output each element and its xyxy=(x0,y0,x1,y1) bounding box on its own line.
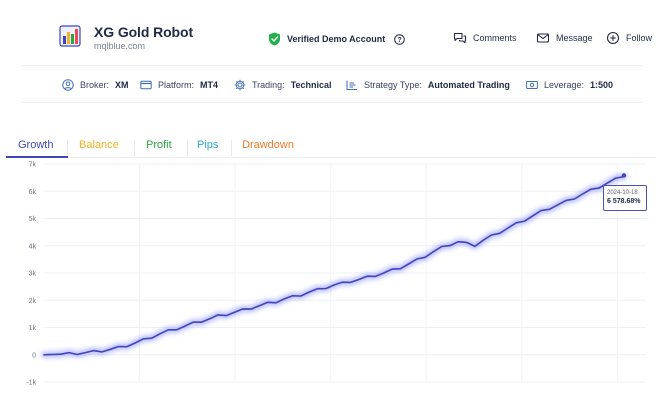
tooltip-date: 2024-10-18 xyxy=(607,190,638,196)
info-leverage: Leverage: 1:500 xyxy=(526,79,613,91)
broker-value: XM xyxy=(115,80,129,90)
follow-label: Follow xyxy=(626,33,653,43)
card-icon xyxy=(140,80,152,90)
trading-value: Technical xyxy=(290,80,332,90)
y-tick-label: 6k xyxy=(29,189,37,196)
verified-label: Verified Demo Account xyxy=(287,34,386,44)
chart-tabs: Growth Balance Profit Pips Drawdown xyxy=(6,136,656,158)
growth-line xyxy=(43,175,625,356)
svg-text:?: ? xyxy=(398,37,402,44)
page-title: XG Gold Robot xyxy=(94,24,194,40)
message-button[interactable]: Message xyxy=(536,31,593,45)
app-logo-icon xyxy=(58,24,82,48)
growth-line-glow xyxy=(41,173,627,358)
money-icon xyxy=(526,81,538,89)
platform-value: MT4 xyxy=(200,80,219,90)
tab-divider xyxy=(67,140,68,156)
info-platform: Platform: MT4 xyxy=(140,79,218,91)
y-tick-label: 4k xyxy=(29,243,37,250)
y-tick-label: 3k xyxy=(29,271,37,278)
strategy-value: Automated Trading xyxy=(427,80,510,90)
plus-circle-icon xyxy=(606,31,620,45)
strategy-label: Strategy Type: xyxy=(364,80,422,90)
message-label: Message xyxy=(556,33,593,43)
growth-chart-svg[interactable]: 7k 6k 5k 4k 3k 2k 1k 0 -1k xyxy=(0,158,670,400)
info-broker: Broker: XM xyxy=(62,79,129,91)
gear-icon xyxy=(234,79,246,91)
tab-divider xyxy=(187,140,188,156)
y-tick-label: 0 xyxy=(32,352,36,359)
comments-button[interactable]: Comments xyxy=(453,31,517,45)
tab-divider xyxy=(134,140,135,156)
leverage-label: Leverage: xyxy=(544,80,585,90)
chart-tooltip: 2024-10-18 6 578.68% xyxy=(603,185,647,211)
info-strategy: Strategy Type: Automated Trading xyxy=(346,79,510,91)
account-info-bar: Broker: XM Platform: MT4 Trading: Techni… xyxy=(22,65,642,103)
y-tick-label: 2k xyxy=(29,298,37,305)
tab-pips[interactable]: Pips xyxy=(197,139,219,151)
tab-profit[interactable]: Profit xyxy=(146,139,172,151)
y-tick-label: 7k xyxy=(29,162,37,169)
list-icon xyxy=(346,80,357,90)
trading-label: Trading: xyxy=(252,80,285,90)
header: XG Gold Robot mqlblue.com Verified Demo … xyxy=(0,0,670,66)
info-trading: Trading: Technical xyxy=(234,79,332,91)
leverage-value: 1:500 xyxy=(590,80,614,90)
active-tab-underline xyxy=(6,156,68,158)
follow-button[interactable]: Follow xyxy=(606,31,652,45)
verified-badge: Verified Demo Account ? xyxy=(268,32,405,46)
help-icon[interactable]: ? xyxy=(394,33,405,45)
y-tick-label: -1k xyxy=(26,380,36,387)
hover-point xyxy=(621,173,627,178)
site-domain[interactable]: mqlblue.com xyxy=(94,41,146,51)
user-circle-icon xyxy=(62,79,74,91)
comments-label: Comments xyxy=(473,33,517,43)
tab-balance[interactable]: Balance xyxy=(79,139,119,151)
y-tick-label: 5k xyxy=(29,216,37,223)
platform-label: Platform: xyxy=(158,80,195,90)
comments-icon xyxy=(453,32,467,44)
mail-icon xyxy=(536,33,550,43)
y-tick-label: 1k xyxy=(29,325,37,332)
shield-check-icon xyxy=(269,32,280,46)
growth-chart[interactable]: 7k 6k 5k 4k 3k 2k 1k 0 -1k xyxy=(0,158,670,400)
tooltip-value: 6 578.68% xyxy=(607,198,641,205)
tab-growth[interactable]: Growth xyxy=(18,139,54,151)
tab-drawdown[interactable]: Drawdown xyxy=(242,139,294,151)
broker-label: Broker: xyxy=(80,80,110,90)
tab-divider xyxy=(231,140,232,156)
